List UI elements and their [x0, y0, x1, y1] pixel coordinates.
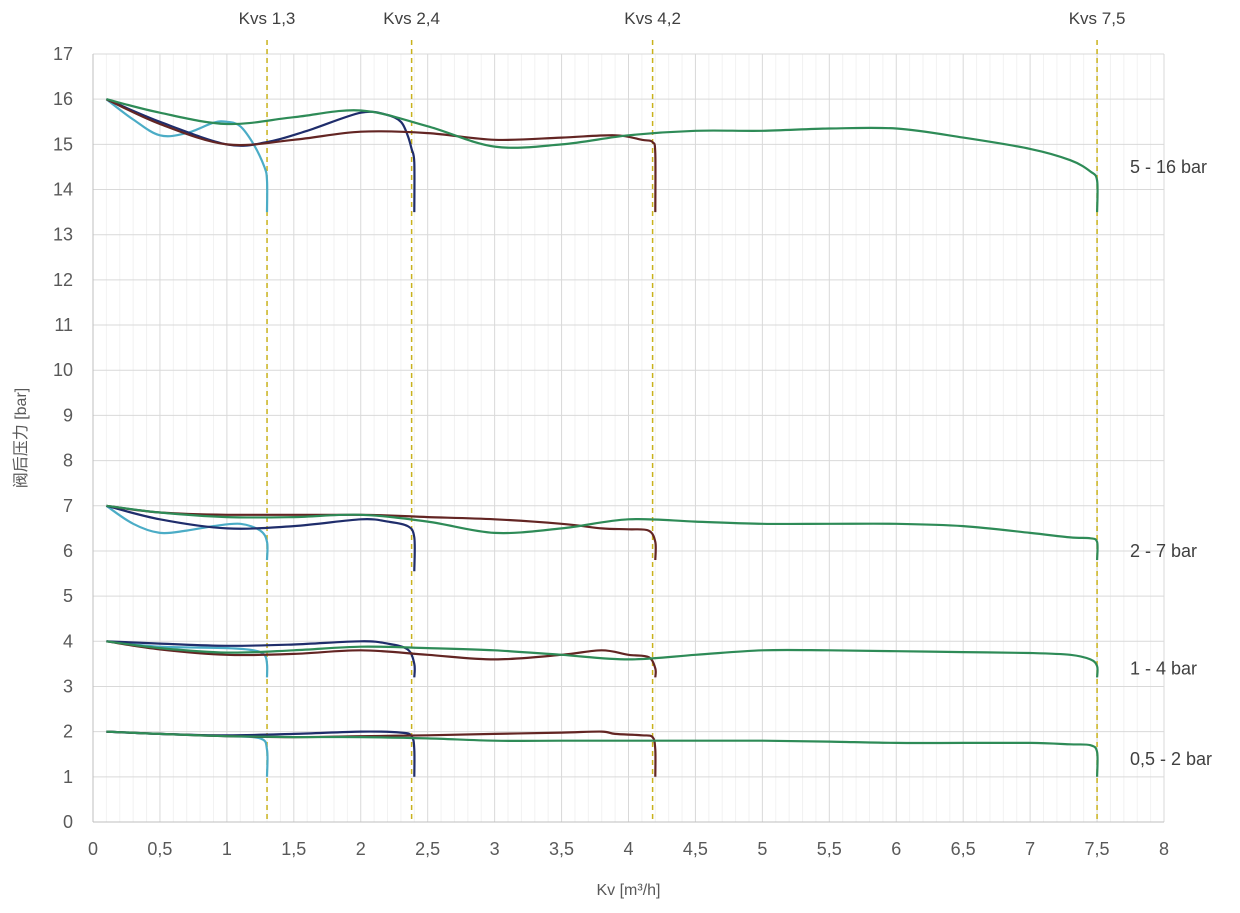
x-tick-label: 5,5 — [817, 839, 842, 859]
x-tick-label: 8 — [1159, 839, 1169, 859]
y-tick-label: 6 — [63, 541, 73, 561]
y-tick-label: 15 — [53, 134, 73, 154]
x-tick-label: 0,5 — [147, 839, 172, 859]
x-tick-label: 2 — [356, 839, 366, 859]
kvs-markers: Kvs 1,3 Kvs 2,4 Kvs 4,2 Kvs 7,5 — [239, 9, 1126, 822]
series-line — [106, 730, 1099, 777]
series-line — [105, 98, 657, 213]
y-tick-label: 5 — [63, 586, 73, 606]
x-tick-label: 6,5 — [951, 839, 976, 859]
series-line — [106, 640, 416, 678]
y-tick-label: 2 — [63, 722, 73, 742]
series-line — [106, 504, 416, 572]
y-tick-label: 13 — [53, 225, 73, 245]
y-tick-label: 17 — [53, 44, 73, 64]
y-tick-label: 10 — [53, 360, 73, 380]
series-line — [106, 504, 657, 561]
series-line — [105, 504, 269, 561]
series-line — [106, 98, 1099, 213]
y-tick-label: 0 — [63, 812, 73, 832]
y-tick-label: 3 — [63, 676, 73, 696]
x-tick-label: 3,5 — [549, 839, 574, 859]
x-tick-label: 2,5 — [415, 839, 440, 859]
pressure-range-label: 5 - 16 bar — [1130, 157, 1207, 177]
kvs-marker-label: Kvs 2,4 — [383, 9, 440, 28]
x-tick-label: 5 — [757, 839, 767, 859]
x-tick-label: 6 — [891, 839, 901, 859]
x-tick-label: 0 — [88, 839, 98, 859]
y-tick-label: 9 — [63, 405, 73, 425]
series-line — [106, 504, 1099, 561]
pressure-range-labels: 5 - 16 bar 2 - 7 bar 1 - 4 bar 0,5 - 2 bar — [1130, 157, 1212, 769]
series-layer — [105, 98, 1099, 777]
y-axis-title: 阀后压力 [bar] — [12, 388, 30, 488]
kvs-marker-label: Kvs 7,5 — [1069, 9, 1126, 28]
x-tick-label: 7 — [1025, 839, 1035, 859]
series-line — [106, 640, 657, 678]
pressure-range-label: 1 - 4 bar — [1130, 658, 1197, 678]
kvs-marker-label: Kvs 4,2 — [624, 9, 681, 28]
major-grid — [92, 53, 1165, 823]
y-tick-label: 1 — [63, 767, 73, 787]
x-tick-label: 4,5 — [683, 839, 708, 859]
series-line — [106, 640, 1099, 678]
x-tick-label: 3 — [490, 839, 500, 859]
y-tick-label: 12 — [53, 270, 73, 290]
y-tick-label: 11 — [54, 315, 73, 335]
series-line — [105, 98, 269, 213]
y-tick-label: 14 — [53, 180, 73, 200]
x-tick-label: 1 — [222, 839, 232, 859]
x-tick-label: 4 — [623, 839, 633, 859]
axes — [92, 54, 1164, 823]
y-tick-label: 7 — [63, 496, 73, 516]
y-tick-label: 16 — [53, 89, 73, 109]
x-tick-label: 1,5 — [281, 839, 306, 859]
pressure-range-label: 2 - 7 bar — [1130, 541, 1197, 561]
x-tick-label: 7,5 — [1085, 839, 1110, 859]
series-line — [106, 640, 269, 678]
x-axis-title: Kv [m³/h] — [596, 882, 660, 899]
pressure-range-label: 0,5 - 2 bar — [1130, 749, 1212, 769]
x-tick-labels: 0 0,5 1 1,5 2 2,5 3 3,5 4 4,5 5 5,5 6 6,5 7 7,5 8 — [88, 839, 1169, 859]
y-tick-label: 8 — [63, 451, 73, 471]
kvs-marker-label: Kvs 1,3 — [239, 9, 296, 28]
y-tick-label: 4 — [63, 631, 73, 651]
minor-grid — [105, 54, 1152, 822]
